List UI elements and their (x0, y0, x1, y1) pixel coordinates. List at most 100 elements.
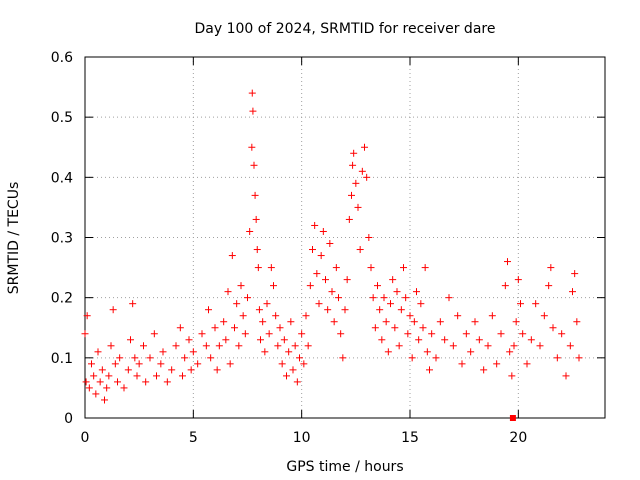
data-point (488, 312, 496, 320)
data-point (345, 215, 353, 223)
data-point (382, 318, 390, 326)
y-tick-label: 0.5 (51, 110, 73, 126)
data-point (135, 360, 143, 368)
data-point (348, 191, 355, 199)
data-point (378, 336, 386, 344)
data-point (289, 366, 297, 374)
data-point (387, 300, 394, 308)
data-point (298, 330, 306, 338)
data-point (337, 330, 345, 338)
data-point (215, 342, 223, 350)
data-point (237, 282, 245, 290)
data-point (202, 342, 210, 350)
data-point (224, 288, 232, 296)
data-point (441, 336, 449, 344)
data-point (285, 348, 293, 356)
data-point (391, 324, 399, 332)
data-point (96, 378, 104, 386)
data-point (313, 270, 321, 278)
data-point (120, 384, 128, 392)
data-point (116, 354, 124, 362)
y-tick-label: 0.4 (51, 170, 73, 186)
data-point (83, 312, 91, 320)
data-point (319, 227, 327, 235)
data-point (540, 312, 548, 320)
data-point (276, 324, 284, 332)
data-point (523, 360, 531, 368)
data-point (172, 342, 180, 350)
data-point (150, 330, 158, 338)
data-point (293, 378, 301, 386)
data-point (249, 107, 257, 115)
data-point (163, 378, 171, 386)
data-point (508, 372, 516, 380)
data-point (445, 294, 453, 302)
data-point (549, 324, 557, 332)
data-point (90, 372, 98, 380)
data-point (159, 348, 167, 356)
data-point (573, 318, 581, 326)
data-point (283, 372, 290, 380)
data-point (514, 276, 522, 284)
data-point (410, 318, 418, 326)
x-tick-label: 0 (81, 430, 90, 446)
data-point (504, 258, 511, 266)
data-point (302, 312, 310, 320)
data-point (259, 318, 267, 326)
data-point (187, 366, 195, 374)
data-point (228, 252, 236, 260)
data-point (517, 300, 524, 308)
data-point (436, 318, 444, 326)
data-point (376, 306, 384, 314)
data-point (371, 324, 379, 332)
data-point (404, 330, 412, 338)
data-point (142, 378, 150, 386)
data-point (153, 372, 160, 380)
data-point (536, 342, 544, 350)
y-tick-label: 0.1 (51, 351, 73, 367)
data-point (367, 264, 375, 272)
data-point (558, 330, 566, 338)
data-point (146, 354, 154, 362)
data-point (363, 173, 371, 181)
data-point (328, 288, 336, 296)
data-point (397, 306, 405, 314)
data-point (484, 342, 492, 350)
data-point (467, 348, 475, 356)
data-point (85, 384, 93, 392)
data-point (395, 342, 403, 350)
data-point (322, 276, 329, 284)
data-point (309, 246, 316, 254)
data-point (231, 324, 238, 332)
y-tick-label: 0 (64, 411, 73, 427)
data-point (222, 336, 230, 344)
data-point (354, 203, 362, 211)
data-point (512, 318, 520, 326)
x-axis-label: GPS time / hours (286, 459, 403, 475)
data-point (246, 227, 254, 235)
data-point (384, 348, 392, 356)
data-point (415, 336, 423, 344)
y-tick-label: 0.2 (51, 291, 73, 307)
data-point (501, 282, 509, 290)
y-axis-label: SRMTID / TECUs (6, 182, 22, 295)
data-point (315, 300, 323, 308)
data-point (475, 336, 483, 344)
data-points (81, 89, 583, 404)
data-point (339, 354, 347, 362)
axis-ticks (84, 56, 605, 419)
data-point (332, 264, 340, 272)
data-point (280, 336, 288, 344)
data-point (361, 143, 368, 151)
data-point (176, 324, 184, 332)
data-point (458, 360, 466, 368)
data-point (124, 366, 132, 374)
x-tick-label: 20 (509, 430, 527, 446)
data-point (562, 372, 570, 380)
data-point (571, 270, 579, 278)
data-point (545, 282, 553, 290)
data-point (98, 366, 106, 374)
x-tick-labels: 0 5 10 15 20 (81, 430, 528, 446)
data-point (114, 378, 121, 386)
